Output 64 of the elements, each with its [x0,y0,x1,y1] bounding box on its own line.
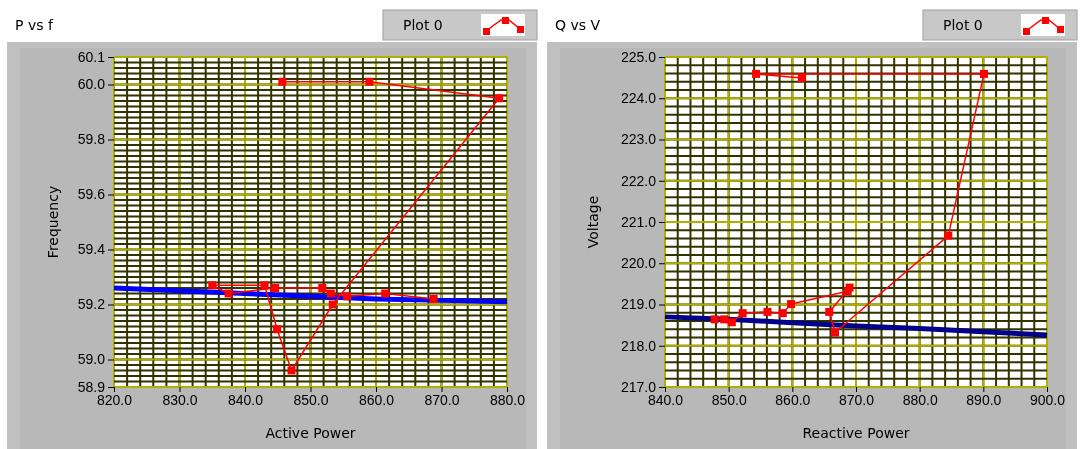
x-tick-label: 850.0 [293,391,329,408]
y-tick-label: 220.0 [620,255,657,272]
point [979,69,988,78]
point [797,74,806,83]
y-tick-label: 222.0 [620,172,657,189]
point [326,289,335,298]
y-tick-label: 223.0 [620,131,657,148]
text: Plot 0 [403,17,443,33]
point [271,284,280,292]
point [738,309,747,318]
x-tick-label: 880.0 [902,391,938,408]
point [429,295,438,303]
point [830,328,839,337]
y-tick-label: 60.0 [77,76,106,93]
y-tick-label: 59.6 [77,186,106,203]
point [224,289,233,298]
point [287,366,296,375]
y-tick-label: 219.0 [620,296,657,313]
x-tick-label: 870.0 [424,391,460,408]
point [343,292,352,301]
point [273,325,282,334]
point [752,69,761,78]
y-tick-label: 221.0 [620,213,657,230]
y-tick-label: 225.0 [620,48,657,65]
point [495,94,504,103]
text: Plot 0 [943,17,983,33]
point [260,281,269,290]
point [365,77,374,86]
x-tick-label: 870.0 [838,391,875,408]
x-tick-label: 890.0 [966,391,1002,408]
point [381,289,390,298]
y-axis-title: Frequency [45,185,61,259]
y-tick-label: 59.4 [77,241,106,258]
x-tick-label: 850.0 [711,391,747,408]
point [720,315,729,324]
y-tick-label: 224.0 [620,90,657,107]
y-tick-label: 59.2 [77,296,106,313]
x-tick-label: 880.0 [489,391,526,408]
x-axis-title: Active Power [265,425,356,441]
x-axis-title: Reactive Power [802,425,910,441]
y-axis-title: Voltage [585,195,601,249]
x-tick-label: 900.0 [1029,391,1066,408]
x-tick-label: 840.0 [227,391,264,408]
point [318,284,327,292]
point [843,287,852,296]
x-tick-label: 860.0 [775,391,811,408]
y-tick-label: 59.8 [77,131,106,148]
point [328,300,337,309]
point [825,307,834,316]
y-tick-label: 60.1 [77,48,106,65]
y-tick-label: 218.0 [620,337,657,354]
point [944,231,953,240]
point [710,315,719,324]
point [787,300,796,309]
point [208,281,217,290]
x-tick-label: 830.0 [162,391,198,408]
point [763,307,772,316]
x-tick-label: 860.0 [358,391,395,408]
point [727,318,736,327]
point [778,309,787,318]
chart-title: Q vs V [555,17,601,33]
point [278,77,287,86]
chart-title: P vs f [15,17,54,33]
y-tick-label: 59.0 [77,351,106,368]
